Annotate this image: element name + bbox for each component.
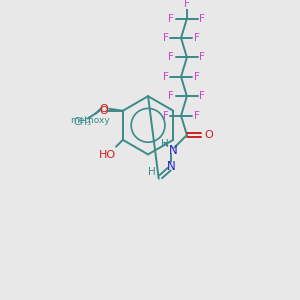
Text: H: H [161, 139, 168, 149]
Text: F: F [200, 14, 205, 24]
Text: O: O [99, 106, 108, 116]
Text: N: N [169, 144, 178, 157]
Text: F: F [163, 111, 169, 121]
Text: N: N [167, 160, 176, 172]
Text: F: F [194, 111, 200, 121]
Text: F: F [194, 72, 200, 82]
Text: F: F [168, 91, 174, 101]
Text: F: F [184, 0, 190, 9]
Text: F: F [163, 33, 169, 43]
Text: HO: HO [99, 150, 116, 161]
Text: F: F [168, 52, 174, 62]
Text: F: F [200, 91, 205, 101]
Text: methoxy: methoxy [70, 116, 110, 125]
Text: F: F [200, 52, 205, 62]
Text: H: H [148, 167, 156, 177]
Text: CH₃: CH₃ [73, 117, 91, 128]
Text: F: F [194, 33, 200, 43]
Text: O: O [99, 104, 108, 114]
Text: F: F [168, 14, 174, 24]
Text: F: F [163, 72, 169, 82]
Text: O: O [205, 130, 214, 140]
